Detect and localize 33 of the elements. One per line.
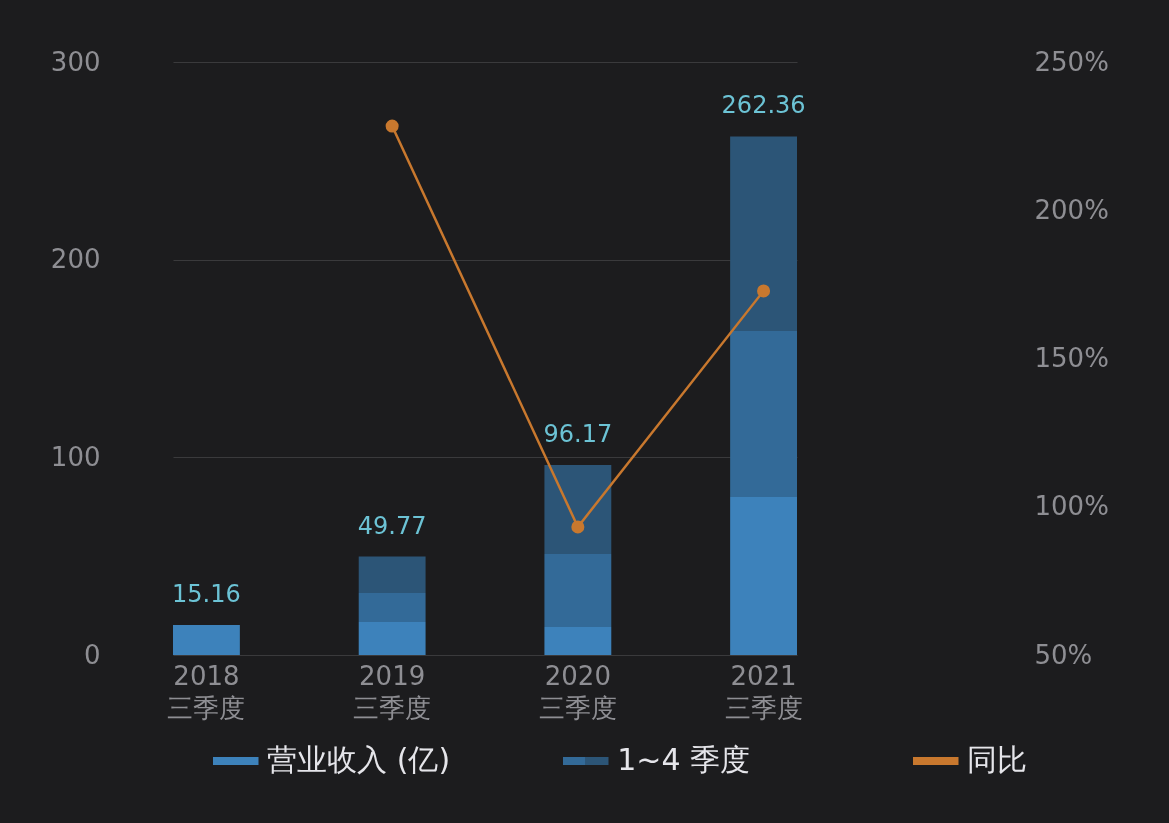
bar (358, 592, 426, 622)
bar (730, 136, 797, 332)
bar (358, 556, 426, 593)
x-tick-label: 2019 三季度 (353, 660, 432, 723)
y2-tick-label: 150% (1034, 343, 1109, 373)
y-tick-label: 100 (50, 441, 101, 472)
point (385, 119, 399, 133)
legend-label: 同比 (967, 742, 1028, 777)
x-tick-label: 2020 三季度 (538, 660, 617, 723)
point (757, 284, 771, 298)
legend-label: 营业收入 (亿) (267, 742, 451, 777)
y2-tick-label: 250% (1034, 46, 1109, 77)
y-tick-label: 300 (50, 46, 101, 77)
legend-label: 1~4 季度 (617, 742, 751, 777)
y-tick-label: 200 (50, 244, 101, 275)
point (571, 520, 585, 534)
bar (544, 553, 612, 627)
y2-tick-label: 100% (1034, 491, 1109, 522)
y2-tick-label: 200% (1034, 194, 1109, 225)
bar (544, 626, 612, 655)
total-label: 15.16 (172, 580, 241, 609)
bar (544, 464, 612, 554)
x-tick-label: 2021 三季度 (724, 660, 803, 723)
bar (730, 331, 797, 498)
total-label: 262.36 (721, 91, 806, 120)
bar (173, 625, 240, 655)
y2-tick-label: 50% (1034, 639, 1093, 670)
bar (358, 621, 426, 655)
total-label: 96.17 (543, 419, 613, 448)
x-tick-label: 2018 三季度 (167, 660, 246, 723)
bar (730, 497, 797, 655)
y-tick-label: 0 (83, 639, 101, 670)
total-label: 49.77 (357, 511, 427, 540)
